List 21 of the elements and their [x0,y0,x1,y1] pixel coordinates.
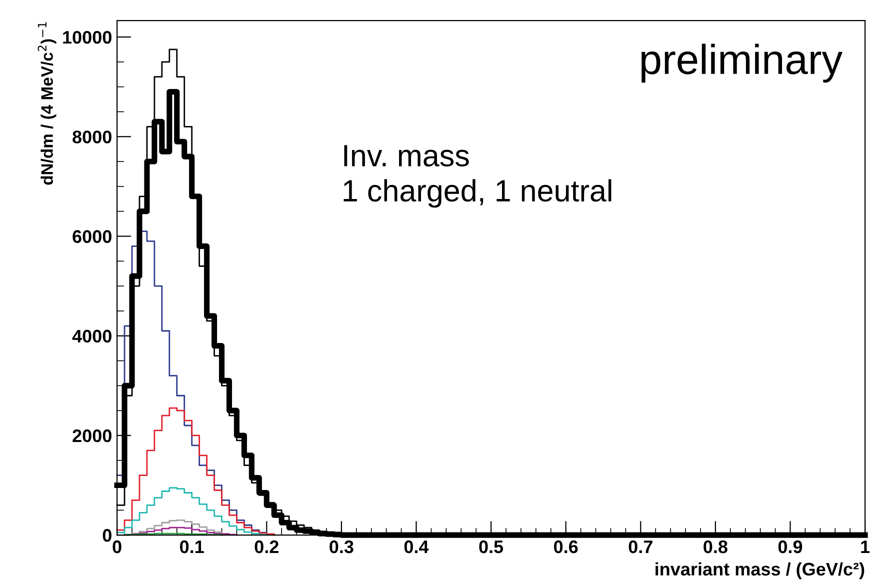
y-tick-label: 4000 [72,330,112,343]
annotation: Inv. mass 1 charged, 1 neutral [344,145,612,208]
x-tick-label: 0.3 [330,540,354,554]
y-tick-label: 10000 [63,30,112,44]
y-axis-title: dN/dm / (4 MeV/c$^{2}$)$^{−1}$ [38,22,56,185]
y-tick-label: 6000 [72,230,112,243]
x-axis-title: invariant mass / (GeV/c²) [656,562,864,580]
x-tick-label: 0.2 [254,540,278,554]
x-tick-label: 0.7 [628,540,652,554]
y-tick-label: 8000 [72,130,112,144]
x-tick-label: 0 [112,540,122,554]
x-tick-label: 0.4 [404,540,429,554]
y-tick-label: 0 [102,529,112,542]
x-tick-label: 1 [861,540,870,554]
x-tick-label: 0.9 [778,540,802,554]
x-tick-label: 0.6 [554,540,578,554]
x-tick-label: 0.5 [479,540,504,554]
x-tick-label: 0.8 [704,540,728,554]
x-tick-label: 0.1 [180,540,204,554]
y-tick-label: 2000 [72,429,112,442]
annotation: preliminary [642,44,843,83]
